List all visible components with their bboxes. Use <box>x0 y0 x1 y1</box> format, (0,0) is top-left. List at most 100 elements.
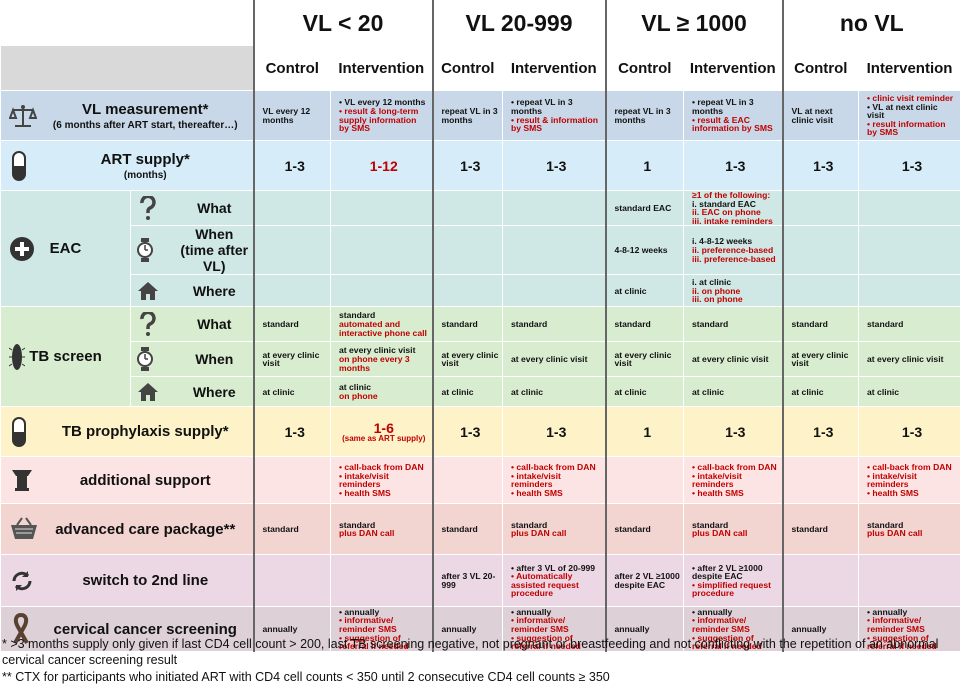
cell <box>858 274 962 308</box>
cell: at clinic <box>604 376 685 408</box>
cell: • call-back from DAN • intake/visit remin… <box>501 456 607 505</box>
footnote: * >3 months supply only given if last CD… <box>2 637 939 668</box>
cell-line: • health SMS <box>339 487 391 498</box>
cell: standard plus DAN call <box>330 503 433 556</box>
cell-line: • intake/visit reminders <box>511 470 561 490</box>
cell-line: iii. preference-based <box>692 253 776 264</box>
cell: • VL every 12 months • result & long-term… <box>330 90 433 141</box>
cell-line: on phone every 3 months <box>339 354 410 373</box>
cell: at clinic <box>858 376 962 408</box>
cell-line: • result & EAC information by SMS <box>692 114 773 134</box>
subrow-sublabel: (time after VL) <box>180 242 249 275</box>
cell: standard <box>604 306 685 343</box>
row: cervical cancer screening annually • annua… <box>0 606 962 653</box>
row-label-text: additional support <box>79 471 211 489</box>
cell-line: VL at next clinic visit <box>791 105 834 125</box>
cell: VL at next clinic visit <box>781 90 860 141</box>
subrow-label-text: Where <box>192 282 236 299</box>
cell-line: • health SMS <box>692 487 744 498</box>
cell-line: • annually <box>511 606 552 617</box>
cell-line: standard <box>441 524 478 535</box>
cell: • annually • informative/ reminder SMS • s… <box>330 606 433 653</box>
cell: 1-3 <box>683 140 784 191</box>
cell: 1-3 <box>431 406 503 458</box>
cell: at clinic <box>683 376 784 408</box>
cell-line: iii. on phone <box>692 294 743 305</box>
subheader: Control <box>604 45 685 91</box>
cell: annually <box>431 606 503 653</box>
cell-line: • intake/visit reminders <box>339 470 389 490</box>
cell: i. 4-8-12 weeks ii. preference-based iii. … <box>683 225 784 276</box>
cell: at clinic <box>431 376 503 408</box>
row-label-text: TB screen <box>29 348 102 366</box>
cell: 1-3 <box>252 406 331 458</box>
cell: 1-3 <box>781 140 860 191</box>
cell-line: • simplified request procedure <box>692 579 771 599</box>
cell: at every clinic visit <box>858 341 962 378</box>
cell-line: ii. preference-based <box>692 245 774 256</box>
cell-line: standard <box>867 319 904 330</box>
cell <box>501 225 607 276</box>
label-header <box>0 45 254 91</box>
row-label-text: EAC <box>49 240 82 258</box>
icon <box>140 312 156 337</box>
subrow-label: What <box>130 306 254 343</box>
icon <box>12 470 32 492</box>
cell-line: repeat VL in 3 months <box>614 105 671 125</box>
cell <box>431 274 503 308</box>
cell: standard <box>781 503 860 556</box>
cell-line: • suggestion of referral if needed <box>867 632 937 652</box>
cell-line: at every clinic visit <box>791 349 849 369</box>
subheader: Intervention <box>683 45 784 91</box>
cell <box>252 456 331 505</box>
cell-line: at clinic <box>692 386 725 397</box>
icon <box>138 281 158 300</box>
cell-line: plus DAN call <box>867 528 923 539</box>
icon <box>12 150 26 181</box>
cell <box>781 225 860 276</box>
cell <box>330 554 433 608</box>
cell <box>781 189 860 227</box>
row: EAC What standard EAC ≥1 of the following: i… <box>0 189 962 308</box>
subheader: Intervention <box>330 45 433 91</box>
row-label: EAC <box>0 189 131 308</box>
cell <box>858 554 962 608</box>
row-label: ART supply* (months) <box>0 140 254 191</box>
cell-line: standard <box>614 319 651 330</box>
cell: at every clinic visit <box>604 341 685 378</box>
cell-line: plus DAN call <box>692 528 748 539</box>
cell: standard <box>781 306 860 343</box>
icon <box>12 416 26 447</box>
cell: at every clinic visit on phone every 3 mo… <box>330 341 433 378</box>
cell <box>781 554 860 608</box>
cell: 1-3 <box>781 406 860 458</box>
cell: • annually • informative/ reminder SMS • s… <box>858 606 962 653</box>
cell-line: i. 4-8-12 weeks <box>692 236 753 247</box>
cell-line: • health SMS <box>511 487 563 498</box>
cell-line: 4-8-12 weeks <box>614 245 668 256</box>
cell-line: standard <box>692 319 729 330</box>
cell <box>501 274 607 308</box>
icon <box>12 570 32 591</box>
subrow-label: Where <box>130 376 254 408</box>
cell-line: • informative/ reminder SMS <box>339 615 397 635</box>
cell-line: • annually <box>867 606 908 617</box>
cell-line: annually <box>614 624 650 635</box>
row: switch to 2nd line after 3 VL 20-999 • aft… <box>0 554 962 608</box>
cell: 1-12 <box>330 140 433 191</box>
cell-line: at every clinic visit <box>441 349 499 369</box>
cell: standard EAC <box>604 189 685 227</box>
row-label-text: cervical cancer screening <box>53 620 237 638</box>
group-header: VL < 20 <box>252 0 433 46</box>
cell-line: 1-3 <box>813 157 834 174</box>
cell: standard <box>252 306 331 343</box>
cell: standard <box>501 306 607 343</box>
cell: standard <box>252 503 331 556</box>
cell-line: ≥1 of the following: <box>692 190 771 200</box>
cell: • repeat VL in 3 months • result & EAC in… <box>683 90 784 141</box>
cell-line: at clinic <box>791 386 824 397</box>
cell-line: • call-back from DAN <box>867 462 952 473</box>
cell: 1-3 <box>683 406 784 458</box>
cell: 1-3 <box>501 140 607 191</box>
cell-line: at every clinic visit <box>339 345 416 356</box>
